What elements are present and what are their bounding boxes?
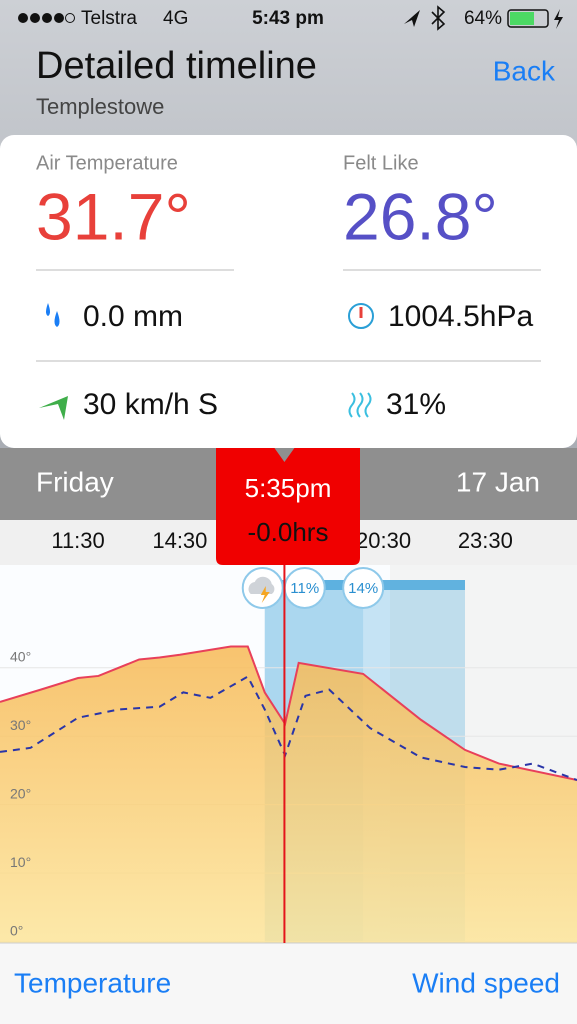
carrier: Telstra: [81, 8, 137, 29]
cursor: 5:35pm -0.0hrs: [216, 448, 360, 943]
back-button[interactable]: Back: [493, 55, 556, 86]
location-icon: [404, 10, 420, 27]
rain-strip: [363, 580, 465, 590]
line: [0, 675, 577, 781]
tab[interactable]: Wind speed: [412, 967, 560, 998]
status-bar: Telstra 4G 5:43 pm 64%: [18, 5, 563, 31]
cursor-box: [216, 448, 360, 565]
rain-icon: [46, 303, 60, 327]
clock: 5:43 pm: [252, 8, 324, 29]
x-tick-label: 23:30: [458, 528, 513, 553]
cursor-time: 5:35pm: [245, 473, 332, 503]
rain-value: 0.0 mm: [83, 300, 183, 333]
chart: 0° 10° 20° 30° 40° 11:30 14:30 20:30 23:30 11% 14%: [0, 528, 577, 943]
tab-bar: [0, 943, 577, 1024]
rain-bubble: [342, 567, 385, 609]
charging-icon: [554, 9, 563, 29]
battery-text: 64%: [464, 8, 502, 29]
subtitle: Templestowe: [36, 94, 164, 119]
pressure-icon: [348, 303, 374, 329]
card: [0, 135, 577, 448]
network: 4G: [163, 8, 188, 29]
battery: [507, 9, 549, 28]
y-tick-label: 40°: [10, 648, 31, 664]
line: [0, 645, 577, 782]
cursor-offset: -0.0hrs: [248, 517, 329, 547]
y-tick-label: 10°: [10, 854, 31, 870]
y-tick-label: 20°: [10, 785, 31, 801]
title: Detailed timeline: [36, 45, 317, 87]
felt-like-label: Felt Like: [343, 152, 419, 174]
area: [0, 646, 577, 943]
humidity-icon: [348, 392, 372, 418]
rain-label: 11%: [290, 580, 319, 597]
battery-level: [510, 12, 534, 25]
bolt-icon: [260, 586, 270, 603]
signal: [18, 13, 75, 23]
x-tick-label: 20:30: [356, 528, 411, 553]
y-tick-label: 0°: [10, 922, 23, 938]
date: 17 Jan: [456, 466, 540, 497]
cloud-icon: [248, 576, 275, 594]
air-temp-label: Air Temperature: [36, 152, 178, 174]
pressure-value: 1004.5hPa: [388, 300, 533, 333]
y-tick-label: 30°: [10, 717, 31, 733]
air-temp-value: 31.7°: [36, 179, 191, 253]
tab[interactable]: Temperature: [14, 967, 171, 998]
bluetooth-icon: [431, 5, 446, 31]
wind-value: 30 km/h S: [83, 388, 218, 421]
x-tick-label: 11:30: [51, 528, 104, 553]
day: Friday: [36, 466, 114, 497]
felt-like-value: 26.8°: [343, 179, 498, 253]
wind-icon: [39, 396, 68, 420]
humidity-value: 31%: [386, 388, 446, 421]
x-tick-label: 14:30: [152, 528, 207, 553]
rain-label: 14%: [348, 580, 378, 597]
